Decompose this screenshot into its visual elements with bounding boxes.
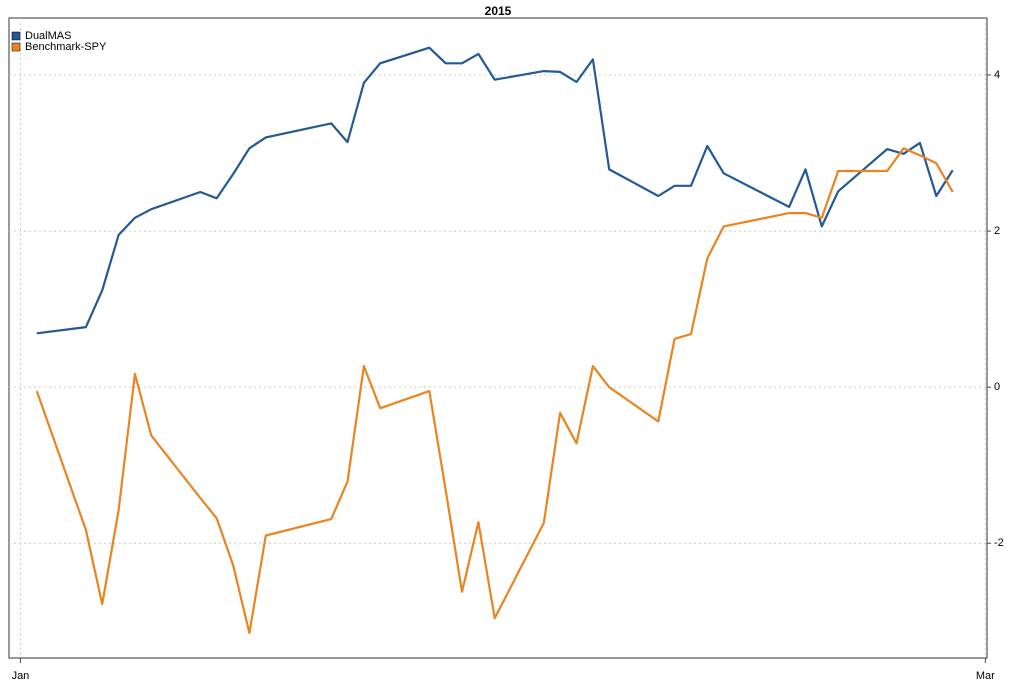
legend-swatch [11,31,21,41]
series-line [36,46,954,335]
x-tick-label: Jan [12,670,30,682]
series-line [35,147,954,635]
x-tick-label: Mar [976,670,995,682]
plot-frame [8,17,988,659]
y-tick-label: 4 [994,69,1000,81]
legend-swatch [11,42,21,52]
y-tick-label: -2 [994,537,1004,549]
legend-label: DualMAS [25,30,71,42]
y-tick-label: 2 [994,225,1000,237]
y-tick-label: 0 [994,381,1000,393]
legend-label: Benchmark-SPY [25,41,107,53]
chart-title: 2015 [485,4,512,18]
